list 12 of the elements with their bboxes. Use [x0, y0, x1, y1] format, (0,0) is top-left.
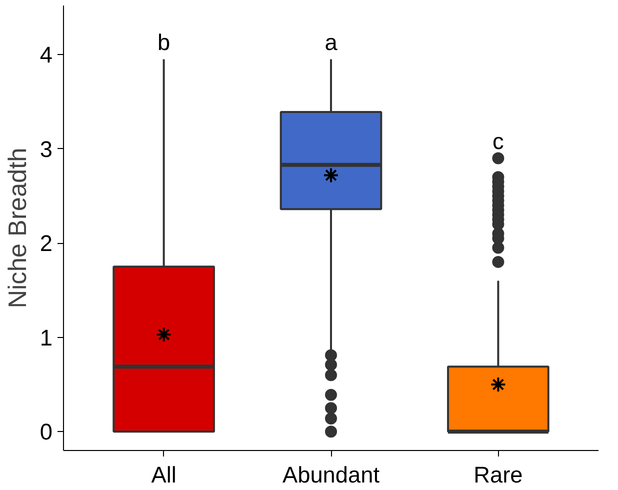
y-axis-title: Niche Breadth: [4, 148, 32, 308]
annotation: a: [324, 29, 338, 56]
y-tick-label: 2: [40, 230, 53, 256]
y-tick-label: 1: [40, 324, 53, 350]
y-tick-label: 4: [40, 42, 53, 68]
annotation: c: [492, 128, 504, 154]
x-tick-label: Abundant: [282, 462, 380, 488]
x-tick-label: Rare: [474, 462, 523, 488]
y-tick-label: 3: [40, 136, 53, 162]
x-tick-label: All: [151, 462, 176, 488]
annotation: b: [158, 29, 170, 56]
y-tick-label: 0: [40, 418, 53, 445]
